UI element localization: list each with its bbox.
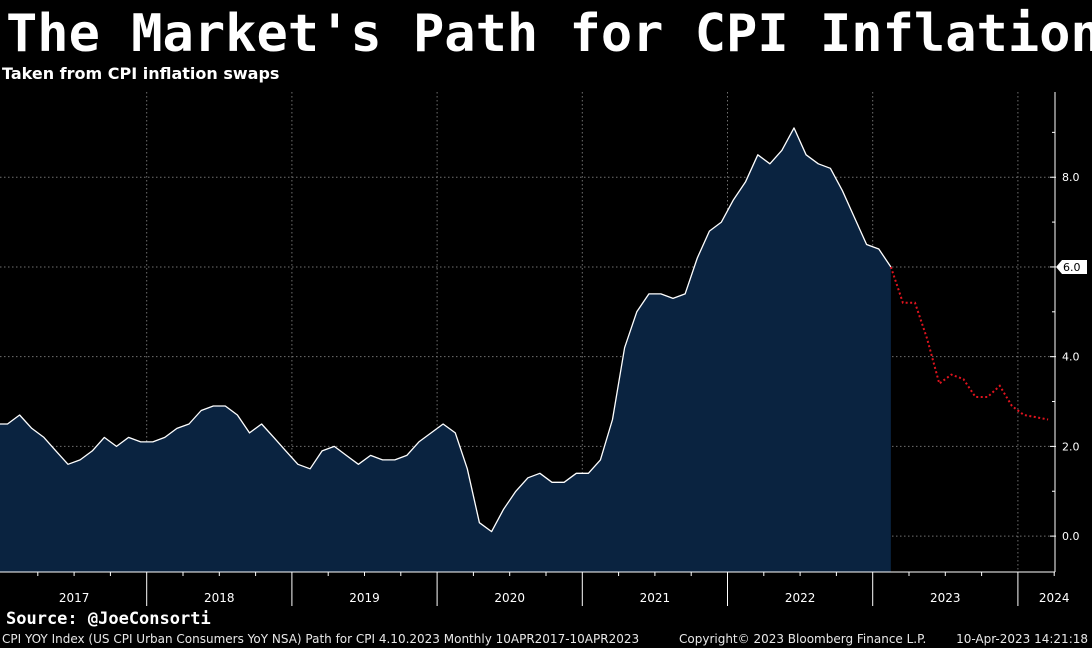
x-tick-label: 2024 <box>1039 591 1070 605</box>
chart-title: The Market's Path for CPI Inflation <box>6 4 1092 64</box>
x-tick-label: 2017 <box>59 591 90 605</box>
cpi-actual-line <box>0 127 892 533</box>
cpi-area <box>0 127 891 573</box>
source-label: Source: @JoeConsorti <box>6 609 211 629</box>
x-tick-label: 2018 <box>204 591 235 605</box>
footer-description: CPI YOY Index (US CPI Urban Consumers Yo… <box>2 632 640 646</box>
cpi-forecast-line <box>889 266 1049 421</box>
x-tick-label: 2021 <box>640 591 671 605</box>
y-tick-label: 0.0 <box>1062 530 1080 543</box>
x-tick-label: 2020 <box>494 591 525 605</box>
y-tick-label: 8.0 <box>1062 171 1080 184</box>
area-layer <box>0 127 891 573</box>
footer-timestamp: 10-Apr-2023 14:21:18 <box>956 632 1088 646</box>
last-value-tag <box>1056 259 1087 274</box>
y-tick-label: 4.0 <box>1062 351 1080 364</box>
line-layer <box>0 127 1049 533</box>
footer-copyright: Copyright© 2023 Bloomberg Finance L.P. <box>679 632 927 646</box>
x-tick-label: 2019 <box>349 591 380 605</box>
chart-subtitle: Taken from CPI inflation swaps <box>2 64 280 83</box>
last-value-label: 6.0 <box>1063 261 1081 274</box>
axis-layer: 0.0 2.0 4.0 8.0 6.0 2017 2018 2019 2020 2021 2022 2… <box>0 92 1087 606</box>
x-tick-label: 2022 <box>785 591 816 605</box>
x-tick-label: 2023 <box>930 591 961 605</box>
y-tick-label: 2.0 <box>1062 440 1080 453</box>
